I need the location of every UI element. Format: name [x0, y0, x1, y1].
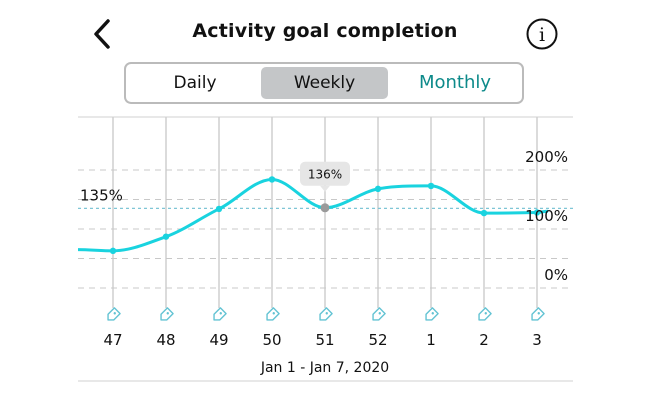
tag-icon[interactable] [264, 307, 280, 323]
x-tick-label: 48 [156, 331, 175, 349]
info-icon[interactable]: i [525, 17, 559, 51]
tab-daily[interactable]: Daily [173, 73, 217, 93]
tag-icon[interactable] [158, 307, 174, 323]
x-tick-label: 52 [368, 331, 387, 349]
x-tick-label: 49 [209, 331, 228, 349]
x-tick-label: 50 [262, 331, 281, 349]
selected-data-point[interactable] [320, 203, 330, 213]
value-callout [300, 161, 350, 186]
tag-icon[interactable] [529, 307, 545, 323]
tag-icon[interactable] [211, 307, 227, 323]
data-point[interactable] [427, 182, 435, 190]
tab-monthly[interactable]: Monthly [418, 72, 492, 93]
value-callout-pointer [320, 185, 330, 192]
tag-icon[interactable] [105, 307, 121, 323]
header: Activity goal completion i [0, 0, 650, 64]
tag-icon[interactable] [370, 307, 386, 323]
data-point[interactable] [480, 209, 488, 217]
chevron-left-icon[interactable] [88, 16, 118, 52]
svg-text:i: i [539, 24, 545, 46]
data-point[interactable] [162, 233, 170, 240]
y-tick-label: 0% [544, 266, 568, 284]
x-tick-label: 1 [426, 331, 436, 349]
x-tick-label: 3 [532, 331, 542, 349]
page-title: Activity goal completion [192, 20, 458, 42]
x-tick-label: 47 [103, 331, 122, 349]
tag-icon[interactable] [317, 307, 333, 323]
series-line [77, 177, 549, 253]
tag-icon[interactable] [423, 307, 439, 323]
data-point[interactable] [533, 209, 541, 216]
tab-weekly[interactable]: Weekly [261, 67, 388, 99]
period-segmented-control: Daily Weekly Monthly [124, 62, 524, 104]
data-point[interactable] [215, 205, 223, 213]
data-point[interactable] [109, 247, 117, 255]
x-tick-label: 51 [315, 331, 334, 349]
y-tick-label: 200% [525, 148, 568, 166]
value-callout-label: 136% [308, 167, 342, 181]
period-label: Jan 1 - Jan 7, 2020 [260, 360, 389, 376]
goal-label: 135% [80, 186, 123, 204]
tag-icon[interactable] [476, 307, 492, 323]
data-point[interactable] [374, 185, 382, 193]
data-point[interactable] [268, 176, 276, 183]
x-tick-label: 2 [479, 331, 489, 349]
y-tick-label: 100% [525, 207, 568, 225]
